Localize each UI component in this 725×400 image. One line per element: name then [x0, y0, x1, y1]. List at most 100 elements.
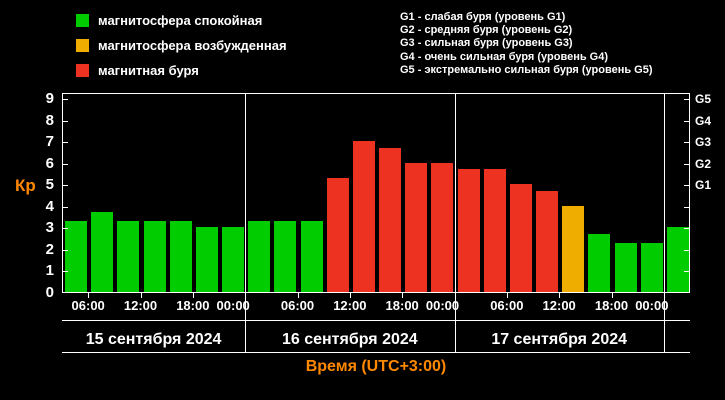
time-tick — [611, 293, 613, 298]
y-axis-tick — [684, 249, 689, 251]
y-tick-label: 5 — [45, 176, 54, 194]
date-label: 16 сентября 2024 — [281, 331, 418, 348]
y-axis-tick — [684, 142, 689, 144]
band-line — [62, 320, 690, 321]
band-line — [62, 352, 690, 353]
kp-bar — [666, 227, 689, 292]
kp-bar — [562, 205, 585, 292]
y-tick-label: 2 — [45, 240, 54, 258]
storm-level-line-g3: G3 - сильная буря (уровень G3) — [400, 37, 573, 50]
y-axis-tick — [63, 142, 68, 144]
time-label: 18:00 — [594, 298, 629, 313]
date-label: 17 сентября 2024 — [491, 331, 628, 348]
legend-label-quiet: магнитосфера спокойная — [98, 13, 263, 28]
y-axis-tick — [63, 185, 68, 187]
kp-bar — [614, 242, 637, 292]
y-axis-tick — [63, 120, 68, 122]
kp-bar — [483, 169, 506, 292]
time-tick — [402, 293, 404, 298]
storm-color-swatch — [76, 64, 89, 77]
y-axis-tick — [684, 206, 689, 208]
time-label: 06:00 — [490, 298, 524, 313]
kp-bar — [509, 184, 532, 292]
quiet-color-swatch — [76, 14, 89, 27]
kp-bar — [640, 242, 663, 292]
kp-bar — [65, 221, 88, 292]
g-level-label: G1 — [695, 178, 712, 193]
legend-item-quiet: магнитосфера спокойная — [76, 13, 287, 28]
y-tick-label: 9 — [45, 90, 54, 108]
kp-bar — [91, 212, 114, 292]
day-separator — [245, 93, 247, 352]
y-axis-tick — [63, 228, 68, 230]
day-separator — [454, 93, 456, 352]
x-axis-label: Время (UTC+3:00) — [305, 358, 447, 375]
kp-bar — [195, 227, 218, 292]
g-level-label: G4 — [695, 113, 712, 128]
time-label: 12:00 — [333, 298, 367, 313]
y-axis-tick — [63, 271, 68, 273]
time-tick — [88, 293, 90, 298]
y-tick-label: 1 — [45, 262, 54, 280]
time-tick — [140, 293, 142, 298]
legend-label-storm: магнитная буря — [98, 63, 199, 78]
storm-level-line-g4: G4 - очень сильная буря (уровень G4) — [400, 50, 609, 63]
y-tick-label: 3 — [45, 219, 54, 237]
storm-level-key: G1 - слабая буря (уровень G1) G2 - средн… — [400, 11, 653, 77]
y-tick-label: 8 — [45, 111, 54, 129]
time-label: 00:00 — [635, 298, 669, 313]
plot-area — [62, 93, 690, 293]
y-tick-label: 4 — [45, 197, 54, 215]
kp-bar — [405, 162, 428, 292]
y-axis-label: Кр — [15, 176, 36, 195]
y-axis-tick — [684, 99, 689, 101]
storm-level-line-g2: G2 - средняя буря (уровень G2) — [400, 24, 573, 37]
storm-level-line-g1: G1 - слабая буря (уровень G1) — [400, 11, 566, 23]
kp-bar — [300, 221, 323, 292]
legend-item-excited: магнитосфера возбужденная — [76, 38, 287, 53]
g-level-label: G5 — [695, 92, 712, 107]
time-label: 06:00 — [71, 298, 105, 313]
kp-bar — [169, 221, 192, 292]
time-tick — [559, 293, 561, 298]
y-axis-tick — [684, 120, 689, 122]
legend: магнитосфера спокойная магнитосфера возб… — [76, 13, 287, 78]
g-level-label: G3 — [695, 135, 712, 150]
time-label: 12:00 — [542, 298, 576, 313]
time-tick — [192, 293, 194, 298]
kp-bar — [222, 227, 245, 292]
kp-bar — [248, 221, 271, 292]
y-tick-label: 7 — [45, 133, 54, 151]
date-label: 15 сентября 2024 — [85, 331, 222, 348]
kp-bar — [588, 233, 611, 292]
kp-bar — [536, 190, 559, 292]
time-label: 06:00 — [280, 298, 315, 313]
y-axis-tick — [684, 163, 689, 165]
time-label: 00:00 — [425, 298, 460, 313]
kp-bar — [379, 147, 402, 292]
legend-label-excited: магнитосфера возбужденная — [98, 38, 287, 53]
day-separator — [663, 93, 665, 352]
time-label: 12:00 — [123, 298, 158, 313]
time-tick — [506, 293, 508, 298]
kp-bar — [143, 221, 166, 292]
y-axis-tick — [63, 99, 68, 101]
y-axis-tick — [63, 163, 68, 165]
kp-bar — [117, 221, 140, 292]
y-tick-label: 6 — [45, 154, 54, 172]
excited-color-swatch — [76, 39, 89, 52]
time-label: 18:00 — [176, 298, 210, 313]
y-axis-tick — [63, 249, 68, 251]
time-tick — [349, 293, 351, 298]
y-axis-tick — [63, 206, 68, 208]
kp-bar — [274, 221, 297, 292]
time-label: 00:00 — [216, 298, 250, 313]
g-level-label: G2 — [695, 156, 712, 171]
y-tick-label: 0 — [45, 284, 54, 301]
y-axis-tick — [684, 185, 689, 187]
time-label: 18:00 — [385, 298, 419, 313]
kp-bar — [457, 169, 480, 292]
kp-bar — [352, 141, 375, 292]
y-axis-tick — [684, 228, 689, 230]
